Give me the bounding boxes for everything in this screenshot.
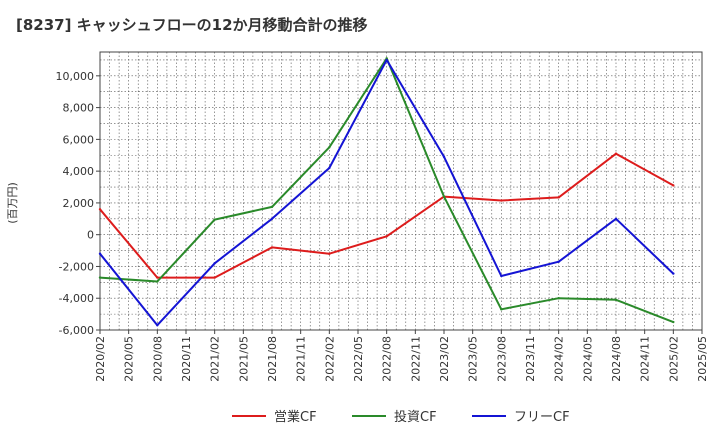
y-tick-label: 10,000 [56,70,95,83]
x-tick-label: 2020/02 [94,336,107,382]
x-tick-label: 2025/05 [696,336,709,382]
series-lines [98,57,675,327]
y-axis-label: (百万円) [6,182,19,224]
data-point [213,276,216,279]
data-point [156,280,159,283]
x-tick-label: 2024/08 [610,336,623,382]
y-tick-label: 4,000 [63,165,95,178]
data-point [270,217,274,220]
data-point [672,272,675,275]
plot-frame [99,51,703,331]
legend-label: 投資CF [394,409,437,425]
x-tick-label: 2020/11 [180,336,193,382]
data-point [213,262,216,265]
x-tick-label: 2020/05 [123,336,136,382]
data-point [98,276,102,279]
data-point [442,195,446,198]
x-tick-label: 2021/08 [266,336,279,382]
data-point [156,276,159,279]
x-tick-label: 2023/02 [438,336,451,382]
data-point [500,308,503,311]
data-point [98,252,102,255]
series-3 [98,58,675,327]
y-tick-label: 0 [87,229,94,242]
data-point [557,260,560,263]
x-tick-label: 2023/11 [524,336,537,382]
grid-lines [99,52,703,331]
x-tick-label: 2023/08 [495,336,508,382]
x-tick-label: 2023/05 [467,336,480,382]
data-point [270,205,274,209]
data-point [672,320,675,324]
x-tick-label: 2024/11 [639,336,652,382]
data-point [385,58,388,62]
chart-title: [8237] キャッシュフローの12か月移動合計の推移 [16,16,368,34]
data-point [614,217,618,220]
x-tick-label: 2021/11 [295,336,308,382]
legend-label: 営業CF [274,409,317,425]
x-tick-label: 2024/05 [581,336,594,382]
x-tick-label: 2024/02 [553,336,566,382]
legend-label: フリーCF [514,410,570,425]
legend: 営業CF 投資CF フリーCF [232,409,570,425]
data-point [213,218,216,221]
y-tick-label: 6,000 [63,133,95,146]
x-tick-label: 2025/02 [667,336,680,382]
y-tick-label: 2,000 [63,197,95,210]
data-point [98,208,102,211]
data-point [328,252,331,255]
data-point [270,246,274,249]
y-tick-label: -2,000 [59,260,94,273]
y-tick-label: 8,000 [63,102,95,115]
data-point [557,297,560,300]
x-tick-label: 2022/11 [409,336,422,382]
x-tick-label: 2021/02 [209,336,222,382]
data-point [672,184,675,187]
data-point [614,298,618,302]
data-point [500,199,503,202]
series-2 [98,57,675,324]
x-tick-label: 2021/05 [237,336,250,382]
data-point [385,235,388,238]
data-point [557,196,560,199]
data-point [442,155,446,159]
x-tick-label: 2022/05 [352,336,365,382]
data-point [156,324,159,327]
data-point [328,166,331,170]
data-point [500,274,503,278]
axes: -6,000 -4,000 -2,000 0 2,000 4,000 6,000 8,000 1… [56,51,709,382]
x-tick-label: 2020/08 [151,336,164,382]
x-tick-label: 2022/02 [323,336,336,382]
data-point [328,146,331,149]
y-tick-label: -4,000 [59,292,94,305]
plot-area [100,52,702,330]
y-tick-label: -6,000 [59,324,94,337]
x-tick-label: 2022/08 [381,336,394,382]
data-point [614,152,618,155]
